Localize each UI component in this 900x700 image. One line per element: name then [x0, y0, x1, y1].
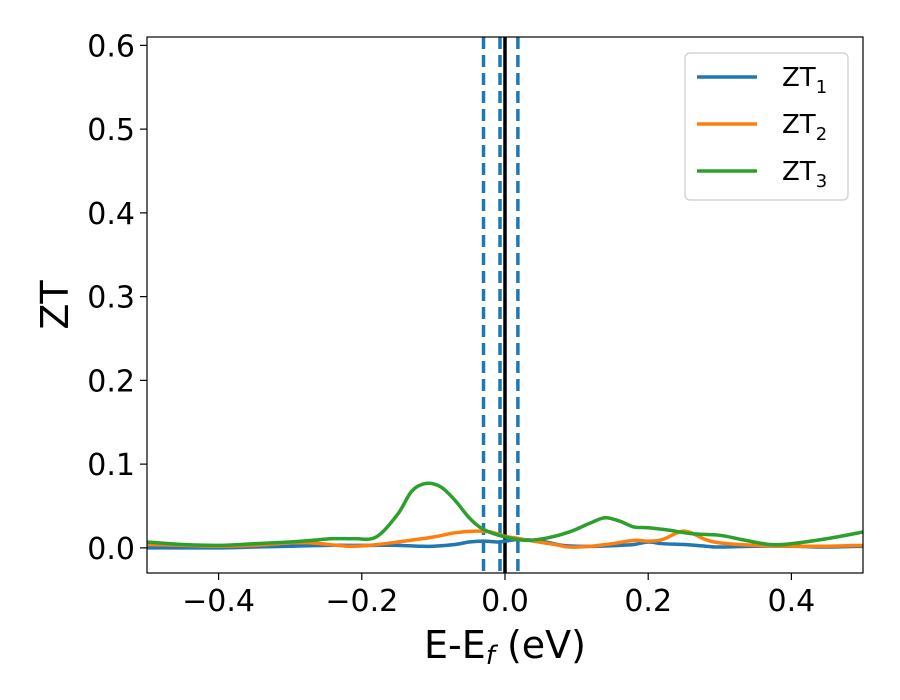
- y-tick-label: 0.1: [87, 448, 135, 483]
- x-axis-title-suffix: (eV): [495, 623, 586, 667]
- legend-label-zt3: ZT3: [782, 157, 827, 192]
- y-axis: 0.0 0.1 0.2 0.3 0.4 0.5 0.6: [87, 29, 147, 567]
- x-axis-title: E-Ef (eV): [424, 623, 586, 671]
- x-axis-title-base: E-E: [424, 623, 486, 667]
- y-tick-label: 0.2: [87, 364, 135, 399]
- y-tick-label: 0.4: [87, 197, 135, 232]
- legend: ZT1 ZT2 ZT3: [684, 52, 849, 201]
- x-tick-label: 0.2: [624, 584, 672, 619]
- legend-box: [684, 52, 849, 201]
- y-tick-label: 0.6: [87, 29, 135, 64]
- y-axis-title: ZT: [33, 280, 77, 330]
- legend-label-zt1: ZT1: [782, 63, 827, 98]
- x-tick-label: −0.4: [182, 584, 255, 619]
- x-tick-label: −0.2: [325, 584, 398, 619]
- y-tick-label: 0.5: [87, 113, 135, 148]
- y-tick-label: 0.3: [87, 281, 135, 316]
- fermi-reference-lines: [481, 37, 520, 573]
- x-axis: −0.4 −0.2 0.0 0.2 0.4: [182, 573, 815, 619]
- legend-label-zt2: ZT2: [782, 110, 827, 145]
- series-lines: [147, 481, 863, 550]
- y-tick-label: 0.0: [87, 532, 135, 567]
- series-line-zt3: [147, 481, 863, 548]
- x-tick-label: 0.4: [768, 584, 816, 619]
- x-tick-label: 0.0: [481, 584, 529, 619]
